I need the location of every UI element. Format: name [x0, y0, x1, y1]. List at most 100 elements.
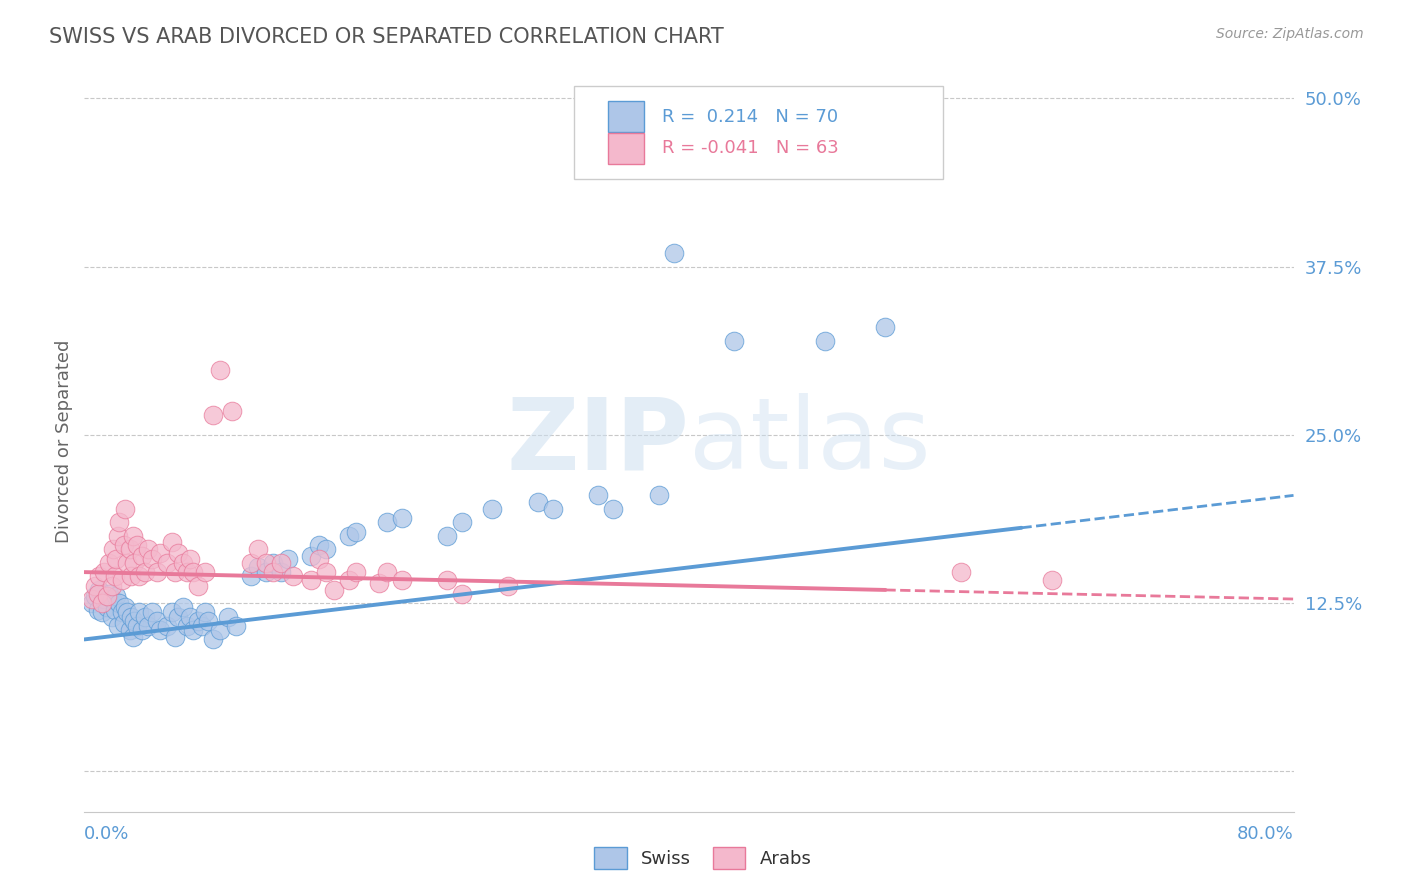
Point	[80, 592, 103, 607]
Point	[127, 619, 149, 633]
Point	[201, 632, 224, 647]
Legend: Swiss, Arabs: Swiss, Arabs	[585, 838, 821, 879]
Point	[239, 569, 262, 583]
Point	[451, 516, 474, 530]
Point	[89, 582, 111, 597]
Point	[131, 549, 153, 563]
Point	[254, 556, 277, 570]
Point	[93, 592, 115, 607]
Point	[146, 614, 169, 628]
Point	[160, 606, 183, 620]
Point	[602, 145, 624, 160]
Point	[165, 565, 187, 579]
FancyBboxPatch shape	[607, 133, 644, 164]
Text: 0.0%: 0.0%	[84, 825, 129, 843]
Point	[375, 565, 398, 579]
Point	[723, 334, 745, 348]
Point	[391, 573, 413, 587]
Point	[239, 556, 262, 570]
Point	[93, 565, 115, 579]
Point	[262, 556, 284, 570]
Point	[112, 538, 135, 552]
Point	[179, 609, 201, 624]
Point	[114, 501, 136, 516]
Point	[176, 619, 198, 633]
Text: SWISS VS ARAB DIVORCED OR SEPARATED CORRELATION CHART: SWISS VS ARAB DIVORCED OR SEPARATED CORR…	[49, 27, 724, 46]
Point	[131, 623, 153, 637]
Point	[191, 619, 214, 633]
Point	[814, 334, 837, 348]
Point	[115, 556, 138, 570]
Point	[262, 565, 284, 579]
Point	[108, 596, 131, 610]
Point	[197, 614, 219, 628]
Point	[156, 556, 179, 570]
Point	[84, 590, 107, 604]
Point	[308, 551, 330, 566]
Point	[121, 529, 143, 543]
Text: ZIP: ZIP	[506, 393, 689, 490]
Point	[84, 578, 107, 592]
Point	[111, 606, 134, 620]
Point	[97, 587, 120, 601]
Point	[167, 546, 190, 560]
Point	[277, 551, 299, 566]
Point	[436, 529, 458, 543]
FancyBboxPatch shape	[574, 87, 943, 178]
Point	[91, 606, 114, 620]
Point	[299, 549, 322, 563]
Point	[141, 551, 163, 566]
Point	[375, 516, 398, 530]
Point	[160, 535, 183, 549]
Point	[481, 501, 503, 516]
Text: Source: ZipAtlas.com: Source: ZipAtlas.com	[1216, 27, 1364, 41]
Point	[270, 565, 292, 579]
Text: 80.0%: 80.0%	[1237, 825, 1294, 843]
Point	[662, 246, 685, 260]
Point	[201, 408, 224, 422]
Point	[179, 551, 201, 566]
Point	[128, 606, 150, 620]
Point	[121, 630, 143, 644]
Point	[107, 619, 129, 633]
Point	[337, 529, 360, 543]
Point	[496, 578, 519, 592]
Text: R =  0.214   N = 70: R = 0.214 N = 70	[662, 108, 838, 126]
Point	[299, 573, 322, 587]
Point	[209, 623, 232, 637]
Point	[149, 546, 172, 560]
Point	[648, 488, 671, 502]
Point	[602, 501, 624, 516]
Point	[156, 619, 179, 633]
Point	[167, 609, 190, 624]
Point	[315, 565, 337, 579]
Point	[391, 511, 413, 525]
Point	[247, 542, 270, 557]
Point	[100, 578, 122, 592]
Point	[209, 363, 232, 377]
Point	[194, 606, 217, 620]
Point	[105, 590, 128, 604]
Text: atlas: atlas	[689, 393, 931, 490]
Point	[127, 538, 149, 552]
Point	[337, 573, 360, 587]
Point	[118, 623, 141, 637]
Point	[101, 542, 124, 557]
Point	[97, 556, 120, 570]
Point	[217, 609, 239, 624]
Point	[281, 569, 304, 583]
Point	[87, 587, 110, 601]
Point	[436, 573, 458, 587]
Point	[141, 606, 163, 620]
Point	[104, 569, 127, 583]
Point	[136, 542, 159, 557]
Point	[225, 619, 247, 633]
Point	[115, 606, 138, 620]
Point	[128, 569, 150, 583]
Point	[100, 609, 122, 624]
Y-axis label: Divorced or Separated: Divorced or Separated	[55, 340, 73, 543]
Point	[527, 495, 550, 509]
Point	[950, 565, 973, 579]
Point	[875, 320, 897, 334]
Point	[100, 592, 122, 607]
